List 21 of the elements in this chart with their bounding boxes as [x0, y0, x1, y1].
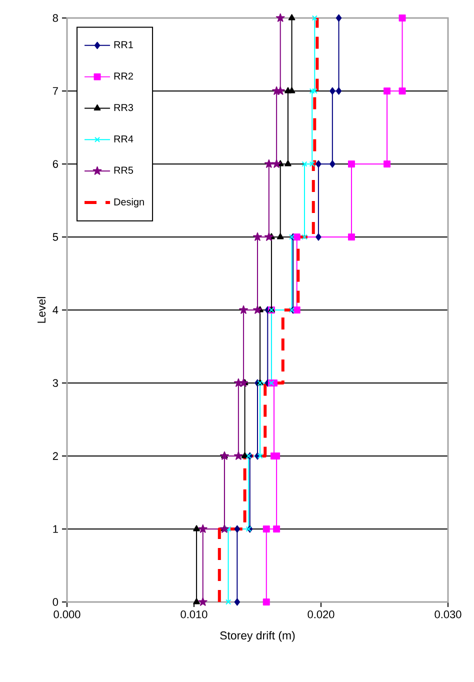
x-tick-label: 0.000: [54, 610, 80, 618]
legend-label: RR2: [114, 72, 133, 80]
legend-label: RR5: [114, 166, 134, 174]
y-axis-title: Level: [37, 297, 46, 323]
legend-label: RR3: [114, 104, 134, 112]
y-tick-label: 5: [52, 233, 58, 241]
legend-label: Design: [114, 198, 144, 208]
y-tick-label: 2: [52, 452, 58, 460]
x-axis-title: Storey drift (m): [220, 631, 295, 642]
y-tick-label: 7: [52, 87, 58, 95]
y-tick-label: 6: [52, 160, 58, 168]
y-tick-label: 1: [53, 525, 58, 533]
x-tick-label: 0.010: [180, 610, 208, 618]
x-tick-label: 0.030: [434, 610, 462, 618]
y-tick-label: 0: [52, 598, 58, 606]
y-tick-label: 8: [52, 14, 58, 22]
y-tick-label: 3: [52, 379, 58, 387]
legend-label: RR1: [114, 41, 133, 48]
legend-label: RR4: [114, 135, 134, 142]
y-tick-label: 4: [52, 306, 58, 314]
x-tick-label: 0.020: [308, 610, 334, 618]
